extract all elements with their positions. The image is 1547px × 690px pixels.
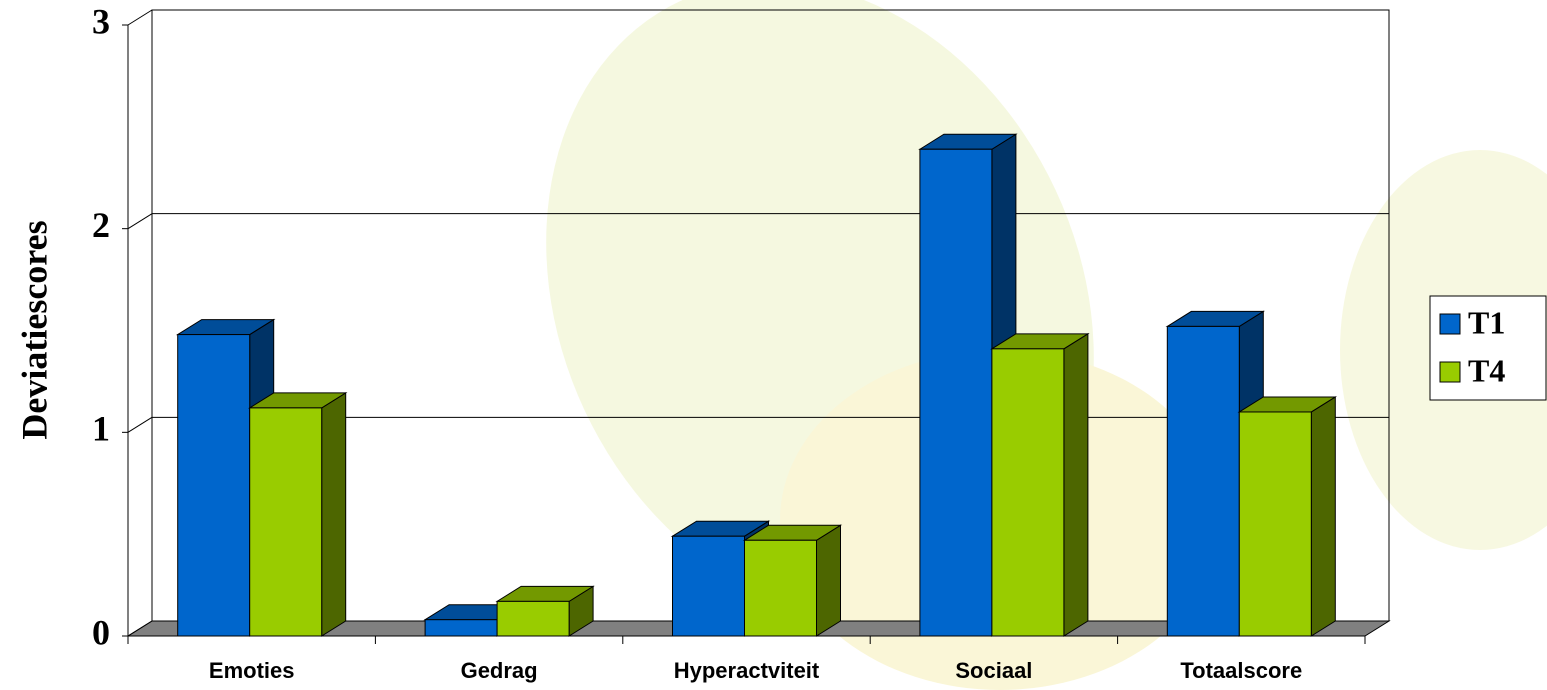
bar-side: [322, 393, 346, 636]
bar: [1239, 412, 1311, 636]
bar-side: [1064, 334, 1088, 636]
bar: [673, 536, 745, 636]
side-grid-line: [128, 417, 152, 432]
y-axis-label: Deviatiescores: [14, 220, 54, 439]
chart: Deviatiescores 0 1 2 3 Emoties Gedrag Hyperact…: [0, 0, 1547, 690]
y-tick-label: 3: [92, 1, 110, 41]
x-tick-label: Hyperactviteit: [674, 658, 820, 683]
x-tick-label: Sociaal: [955, 658, 1032, 683]
x-tick-label: Emoties: [209, 658, 295, 683]
legend-label: T1: [1468, 304, 1505, 340]
bar: [178, 335, 250, 636]
side-grid-line: [128, 214, 152, 229]
bar: [425, 620, 497, 636]
y-tick-label: 2: [92, 205, 110, 245]
bar: [920, 149, 992, 636]
y-tick-label: 0: [92, 612, 110, 652]
bar: [497, 601, 569, 636]
bar: [250, 408, 322, 636]
legend-label: T4: [1468, 352, 1505, 388]
bar: [745, 540, 817, 636]
x-tick-label: Totaalscore: [1180, 658, 1302, 683]
side-grid-line: [128, 10, 152, 25]
y-tick-label: 1: [92, 409, 110, 449]
legend-swatch: [1440, 314, 1460, 334]
bar: [1167, 326, 1239, 636]
bar: [992, 349, 1064, 636]
bar-side: [817, 525, 841, 636]
x-tick-label: Gedrag: [461, 658, 538, 683]
bar-side: [1311, 397, 1335, 636]
legend-swatch: [1440, 362, 1460, 382]
